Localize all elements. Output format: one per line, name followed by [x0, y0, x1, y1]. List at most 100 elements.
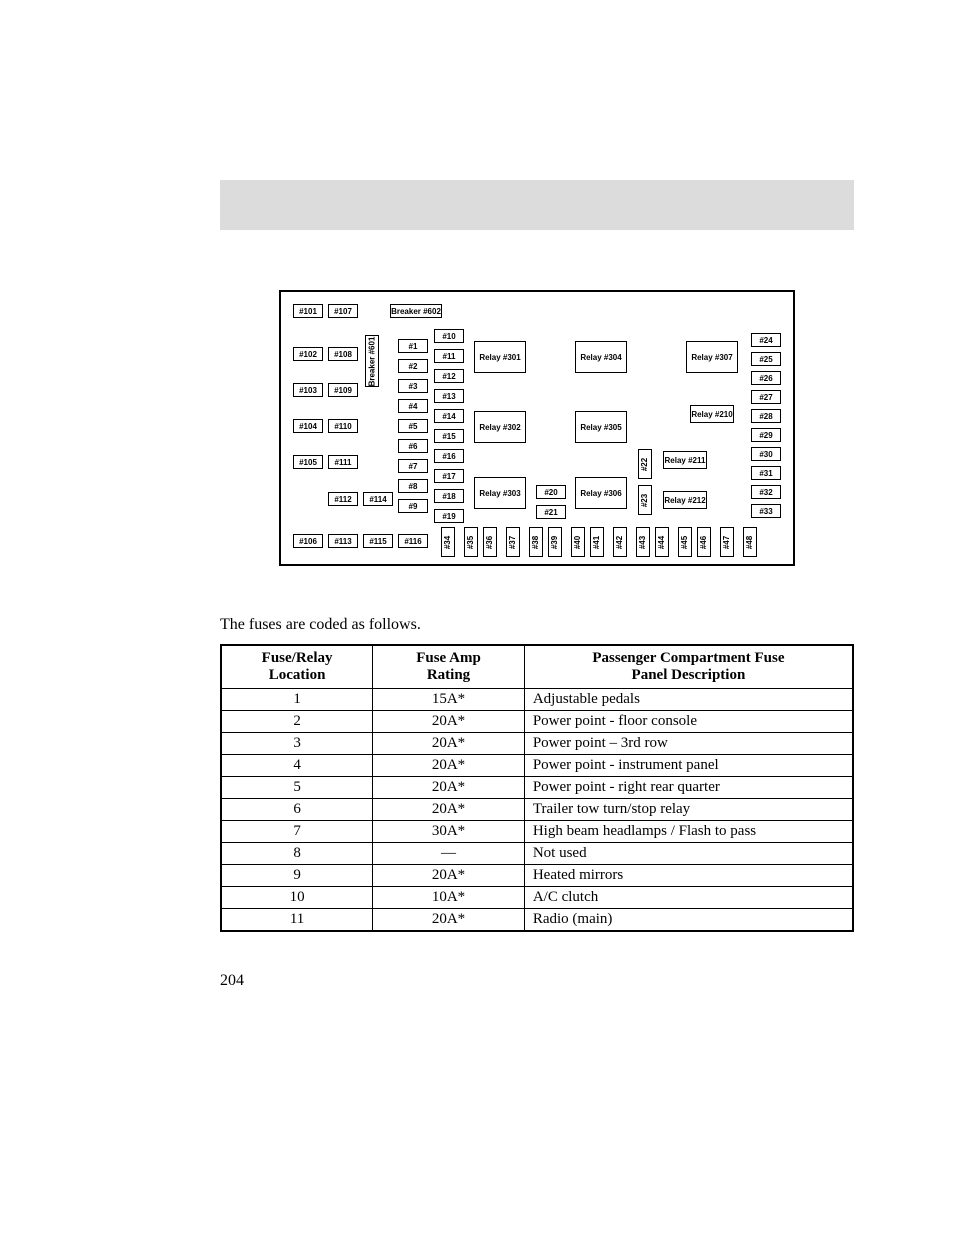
fuse-29: #29: [751, 428, 781, 442]
fuse-109: #109: [328, 383, 358, 397]
fuse-41: #41: [590, 527, 604, 557]
relay-210: Relay #210: [690, 405, 734, 423]
fuse-27: #27: [751, 390, 781, 404]
fuse-21: #21: [536, 505, 566, 519]
fuse-46: #46: [697, 527, 711, 557]
cell-location: 9: [221, 865, 373, 887]
fuse-102: #102: [293, 347, 323, 361]
header-band: [220, 180, 854, 230]
fuse-111: #111: [328, 455, 358, 469]
cell-amp: 20A*: [373, 865, 525, 887]
cell-desc: Power point - right rear quarter: [524, 777, 853, 799]
fuse-114: #114: [363, 492, 393, 506]
page-number: 204: [220, 972, 854, 990]
fuse-23: #23: [638, 485, 652, 515]
cell-location: 5: [221, 777, 373, 799]
table-row: 520A*Power point - right rear quarter: [221, 777, 853, 799]
fuse-101: #101: [293, 304, 323, 318]
cell-desc: Trailer tow turn/stop relay: [524, 799, 853, 821]
cell-desc: Power point – 3rd row: [524, 733, 853, 755]
cell-location: 3: [221, 733, 373, 755]
relay-306: Relay #306: [575, 477, 627, 509]
relay-302: Relay #302: [474, 411, 526, 443]
fuse-36: #36: [483, 527, 497, 557]
fuse-25: #25: [751, 352, 781, 366]
fuse-24: #24: [751, 333, 781, 347]
fuse-40: #40: [571, 527, 585, 557]
fuse-diagram: Breaker #602 #101 #102 #103 #104 #105 #1…: [279, 290, 795, 566]
cell-desc: Power point - floor console: [524, 711, 853, 733]
fuse-35: #35: [464, 527, 478, 557]
cell-desc: Adjustable pedals: [524, 689, 853, 711]
cell-amp: 20A*: [373, 755, 525, 777]
cell-desc: Not used: [524, 843, 853, 865]
fuse-19: #19: [434, 509, 464, 523]
relay-212: Relay #212: [663, 491, 707, 509]
cell-location: 4: [221, 755, 373, 777]
fuse-37: #37: [506, 527, 520, 557]
fuse-2: #2: [398, 359, 428, 373]
fuse-34: #34: [441, 527, 455, 557]
fuse-1: #1: [398, 339, 428, 353]
fuse-105: #105: [293, 455, 323, 469]
fuse-47: #47: [720, 527, 734, 557]
cell-amp: 30A*: [373, 821, 525, 843]
fuse-44: #44: [655, 527, 669, 557]
fuse-15: #15: [434, 429, 464, 443]
fuse-45: #45: [678, 527, 692, 557]
table-row: 8—Not used: [221, 843, 853, 865]
fuse-48: #48: [743, 527, 757, 557]
fuse-table: Fuse/RelayLocation Fuse AmpRating Passen…: [220, 644, 854, 932]
table-row: 320A*Power point – 3rd row: [221, 733, 853, 755]
fuse-113: #113: [328, 534, 358, 548]
cell-amp: —: [373, 843, 525, 865]
breaker-601: Breaker #601: [365, 335, 379, 387]
intro-text: The fuses are coded as follows.: [220, 616, 854, 634]
cell-desc: Power point - instrument panel: [524, 755, 853, 777]
relay-303: Relay #303: [474, 477, 526, 509]
fuse-6: #6: [398, 439, 428, 453]
fuse-7: #7: [398, 459, 428, 473]
cell-amp: 20A*: [373, 733, 525, 755]
cell-amp: 10A*: [373, 887, 525, 909]
relay-305: Relay #305: [575, 411, 627, 443]
fuse-18: #18: [434, 489, 464, 503]
fuse-9: #9: [398, 499, 428, 513]
table-row: 220A*Power point - floor console: [221, 711, 853, 733]
cell-location: 10: [221, 887, 373, 909]
fuse-14: #14: [434, 409, 464, 423]
table-row: 920A*Heated mirrors: [221, 865, 853, 887]
relay-211: Relay #211: [663, 451, 707, 469]
cell-location: 6: [221, 799, 373, 821]
cell-amp: 20A*: [373, 909, 525, 932]
fuse-110: #110: [328, 419, 358, 433]
fuse-32: #32: [751, 485, 781, 499]
fuse-16: #16: [434, 449, 464, 463]
fuse-104: #104: [293, 419, 323, 433]
fuse-3: #3: [398, 379, 428, 393]
th-amp: Fuse AmpRating: [373, 645, 525, 689]
cell-location: 7: [221, 821, 373, 843]
fuse-4: #4: [398, 399, 428, 413]
th-desc: Passenger Compartment FusePanel Descript…: [524, 645, 853, 689]
cell-amp: 20A*: [373, 799, 525, 821]
fuse-108: #108: [328, 347, 358, 361]
cell-desc: High beam headlamps / Flash to pass: [524, 821, 853, 843]
cell-location: 8: [221, 843, 373, 865]
table-row: 115A*Adjustable pedals: [221, 689, 853, 711]
fuse-42: #42: [613, 527, 627, 557]
fuse-20: #20: [536, 485, 566, 499]
fuse-107: #107: [328, 304, 358, 318]
relay-301: Relay #301: [474, 341, 526, 373]
table-row: 420A*Power point - instrument panel: [221, 755, 853, 777]
fuse-22: #22: [638, 449, 652, 479]
table-row: 1120A*Radio (main): [221, 909, 853, 932]
fuse-106: #106: [293, 534, 323, 548]
breaker-602: Breaker #602: [390, 304, 442, 318]
table-row: 730A*High beam headlamps / Flash to pass: [221, 821, 853, 843]
fuse-28: #28: [751, 409, 781, 423]
fuse-17: #17: [434, 469, 464, 483]
fuse-33: #33: [751, 504, 781, 518]
fuse-8: #8: [398, 479, 428, 493]
fuse-12: #12: [434, 369, 464, 383]
